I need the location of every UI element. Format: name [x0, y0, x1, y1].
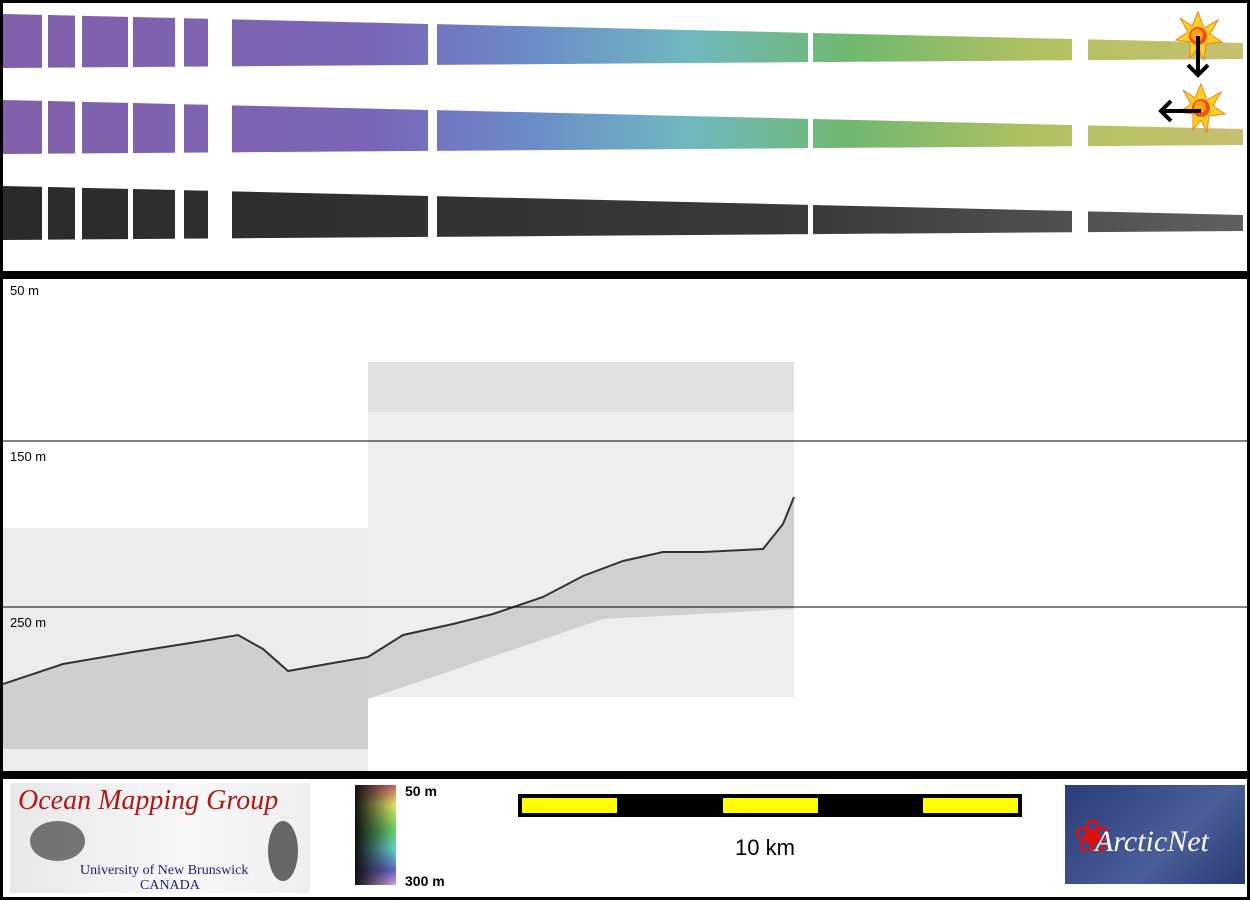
- strip-segment: [82, 187, 128, 240]
- legend-panel: Ocean Mapping Group University of New Br…: [3, 779, 1247, 897]
- sun-icon-east: [1177, 82, 1227, 134]
- strip-segment: [232, 191, 428, 239]
- arcticnet-logo-text: ArcticNet: [1095, 825, 1209, 858]
- strip-segment: [437, 110, 642, 151]
- strip-segment: [813, 118, 1072, 149]
- bathymetry-strips-panel: [3, 3, 1247, 271]
- depth-colorbar: [355, 785, 396, 885]
- omg-logo-line1: University of New Brunswick: [80, 863, 249, 878]
- strip-segment: [813, 204, 1072, 235]
- strip-segment: [232, 105, 428, 153]
- seafloor-return: [3, 497, 794, 749]
- omg-logo-line2: CANADA: [140, 878, 200, 893]
- strip-segment: [437, 24, 642, 65]
- strip-segment: [3, 100, 42, 154]
- strip-segment: [642, 114, 808, 150]
- strip-segment: [1088, 211, 1243, 233]
- strip-segment: [133, 17, 175, 68]
- scale-bar-label: 10 km: [735, 835, 795, 860]
- arrow-left-icon: [1158, 99, 1201, 123]
- strip-sun-illuminated-from-east: [3, 100, 1243, 154]
- arrow-down-icon: [1186, 36, 1210, 78]
- depth-label-150: 150 m: [10, 449, 47, 464]
- bathymetry-strips: [3, 10, 1243, 240]
- strip-segment: [642, 200, 808, 236]
- omg-sonar-image: [30, 821, 85, 861]
- scale-bar: [518, 794, 1022, 817]
- strip-segment: [48, 15, 75, 68]
- strip-segment: [48, 187, 75, 240]
- seafloor-line: [3, 496, 795, 685]
- strip-segment: [184, 104, 208, 153]
- strip-sun-illuminated-from-north: [3, 14, 1243, 68]
- strip-segment: [437, 196, 642, 237]
- arcticnet-logo: ❀ ArcticNet: [1065, 785, 1245, 884]
- strip-segment: [82, 15, 128, 68]
- strip-segment: [82, 101, 128, 154]
- strip-segment: [813, 32, 1072, 63]
- water-column-noise: [368, 362, 794, 412]
- scale-bar-segment: [723, 798, 818, 813]
- subbottom-profile: [3, 362, 1247, 771]
- omg-logo-title: Ocean Mapping Group: [18, 785, 279, 816]
- colorbar-bottom-label: 300 m: [405, 873, 445, 889]
- omg-sonar-image-right: [268, 821, 298, 881]
- strip-backscatter: [3, 186, 1243, 240]
- strip-segment: [184, 190, 208, 239]
- depth-label-50: 50 m: [10, 283, 39, 298]
- maple-leaf-icon: ❀: [1073, 810, 1112, 862]
- strip-segment: [184, 18, 208, 67]
- strip-segment: [1088, 125, 1243, 147]
- strip-segment: [133, 189, 175, 240]
- scale-bar-segment: [923, 798, 1018, 813]
- strip-segment: [232, 19, 428, 67]
- strip-segment: [3, 14, 42, 68]
- strip-segment: [133, 103, 175, 154]
- scale-bar-segment: [522, 798, 617, 813]
- strip-segment: [642, 28, 808, 64]
- colorbar-top-label: 50 m: [405, 783, 437, 799]
- ocean-mapping-group-logo: Ocean Mapping Group University of New Br…: [10, 783, 310, 893]
- subbottom-profile-panel: 50 m 150 m 250 m: [3, 279, 1247, 771]
- depth-label-250: 250 m: [10, 615, 47, 630]
- strip-segment: [48, 101, 75, 154]
- strip-segment: [3, 186, 42, 240]
